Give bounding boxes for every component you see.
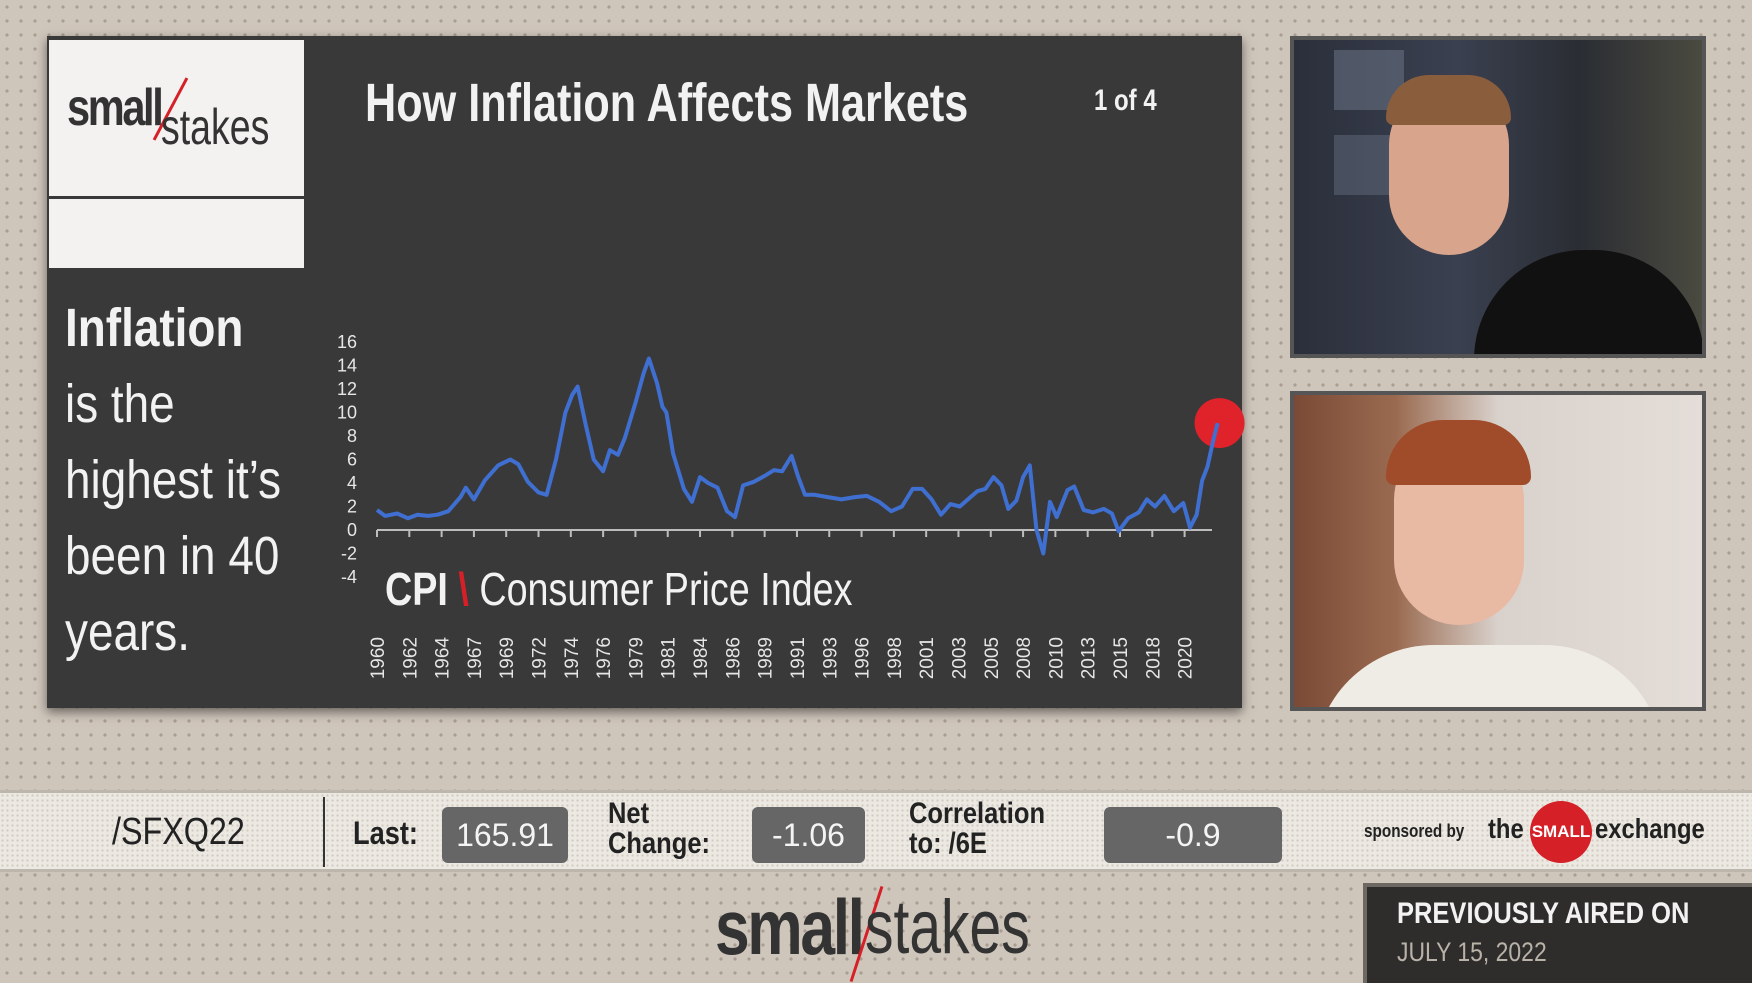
y-tick-label: 10: [337, 403, 357, 423]
sponsor-prefix: sponsored by: [1364, 821, 1465, 841]
cpi-line: [375, 356, 1220, 556]
x-tick-label: 1986: [723, 637, 744, 679]
x-tick-label: 2008: [1014, 637, 1035, 679]
y-tick-label: -2: [341, 544, 357, 564]
chart-label: CPI \ Consumer Price Index: [385, 562, 853, 616]
x-tick-label: 1998: [885, 637, 906, 679]
logo-subpanel: [49, 199, 304, 268]
x-tick-label: 1984: [691, 637, 712, 680]
ticker-symbol: /SFXQ22: [112, 811, 245, 853]
aired-date: JULY 15, 2022: [1397, 937, 1547, 967]
ticker-divider: [323, 797, 325, 867]
y-tick-label: 4: [347, 473, 357, 493]
x-tick-label: 1996: [853, 637, 874, 679]
aired-label: PREVIOUSLY AIRED ON: [1397, 897, 1690, 930]
x-tick-label: 2018: [1143, 637, 1164, 679]
y-tick-label: 12: [337, 379, 357, 399]
x-tick-label: 1972: [530, 637, 551, 679]
y-tick-label: 0: [347, 520, 357, 540]
caption-bold: Inflation: [65, 298, 244, 358]
slide-pager: 1 of 4: [1094, 84, 1157, 117]
net-label-line2: Change:: [608, 827, 710, 860]
logo-light: stakes: [161, 99, 270, 155]
corr-label-line1: Correlation: [909, 797, 1046, 830]
y-tick-label: 14: [337, 356, 357, 376]
x-tick-label: 2003: [949, 637, 970, 679]
net-label-line1: Net: [608, 797, 650, 830]
x-tick-label: 2013: [1079, 637, 1100, 679]
x-tick-label: 1967: [465, 637, 486, 679]
ticker-bar: /SFXQ22 Last: 165.91 Net Change: -1.06 Co…: [0, 790, 1752, 872]
logo-bold: small: [67, 79, 164, 137]
corr-label-line2: to: /6E: [909, 827, 987, 860]
x-tick-label: 1976: [594, 637, 615, 679]
x-tick-label: 1989: [756, 637, 777, 679]
last-label: Last:: [353, 815, 418, 851]
chart-label-sep: \: [458, 563, 469, 615]
footer-logo-light: stakes: [865, 885, 1030, 970]
webcam-feed-host-2: [1290, 391, 1706, 711]
chart-label-bold: CPI: [385, 563, 448, 615]
y-tick-label: 16: [337, 332, 357, 352]
y-tick-label: 6: [347, 450, 357, 470]
correlation-label: Correlation to: /6E: [909, 799, 1045, 859]
x-tick-label: 1962: [400, 637, 421, 679]
last-value: 165.91: [442, 807, 568, 863]
x-tick-label: 1981: [659, 637, 680, 679]
highlight-dot: [1194, 398, 1245, 449]
sponsor-logo: SMALL: [1530, 801, 1592, 863]
side-caption: Inflation is the highest it’s been in 40…: [65, 290, 286, 670]
y-tick-label: -4: [341, 567, 357, 587]
previously-aired-box: PREVIOUSLY AIRED ON JULY 15, 2022: [1363, 883, 1752, 983]
x-tick-label: 1964: [433, 637, 454, 680]
slide-title: How Inflation Affects Markets: [365, 73, 969, 133]
x-tick-label: 1974: [562, 637, 583, 680]
net-change-value: -1.06: [752, 807, 865, 863]
y-tick-label: 2: [347, 497, 357, 517]
x-tick-label: 2010: [1046, 637, 1067, 679]
x-tick-label: 1960: [368, 637, 389, 679]
caption-rest: is the highest it’s been in 40 years.: [65, 374, 282, 662]
footer-logo-bold: small: [715, 883, 865, 971]
sponsor-the: the: [1488, 813, 1524, 844]
x-tick-label: 1991: [788, 637, 809, 679]
y-tick-label: 8: [347, 426, 357, 446]
x-tick-label: 1979: [626, 637, 647, 679]
x-tick-label: 2001: [917, 637, 938, 679]
chart-label-rest: Consumer Price Index: [479, 563, 853, 615]
x-tick-label: 1969: [497, 637, 518, 679]
sponsor-exchange: exchange: [1595, 813, 1705, 844]
x-tick-label: 1993: [820, 637, 841, 679]
x-tick-label: 2005: [982, 637, 1003, 679]
x-tick-label: 2020: [1176, 637, 1197, 679]
net-change-label: Net Change:: [608, 799, 710, 859]
show-logo: small stakes: [49, 40, 304, 196]
x-tick-label: 2015: [1111, 637, 1132, 679]
correlation-value: -0.9: [1104, 807, 1282, 863]
webcam-feed-host-1: [1290, 36, 1706, 358]
